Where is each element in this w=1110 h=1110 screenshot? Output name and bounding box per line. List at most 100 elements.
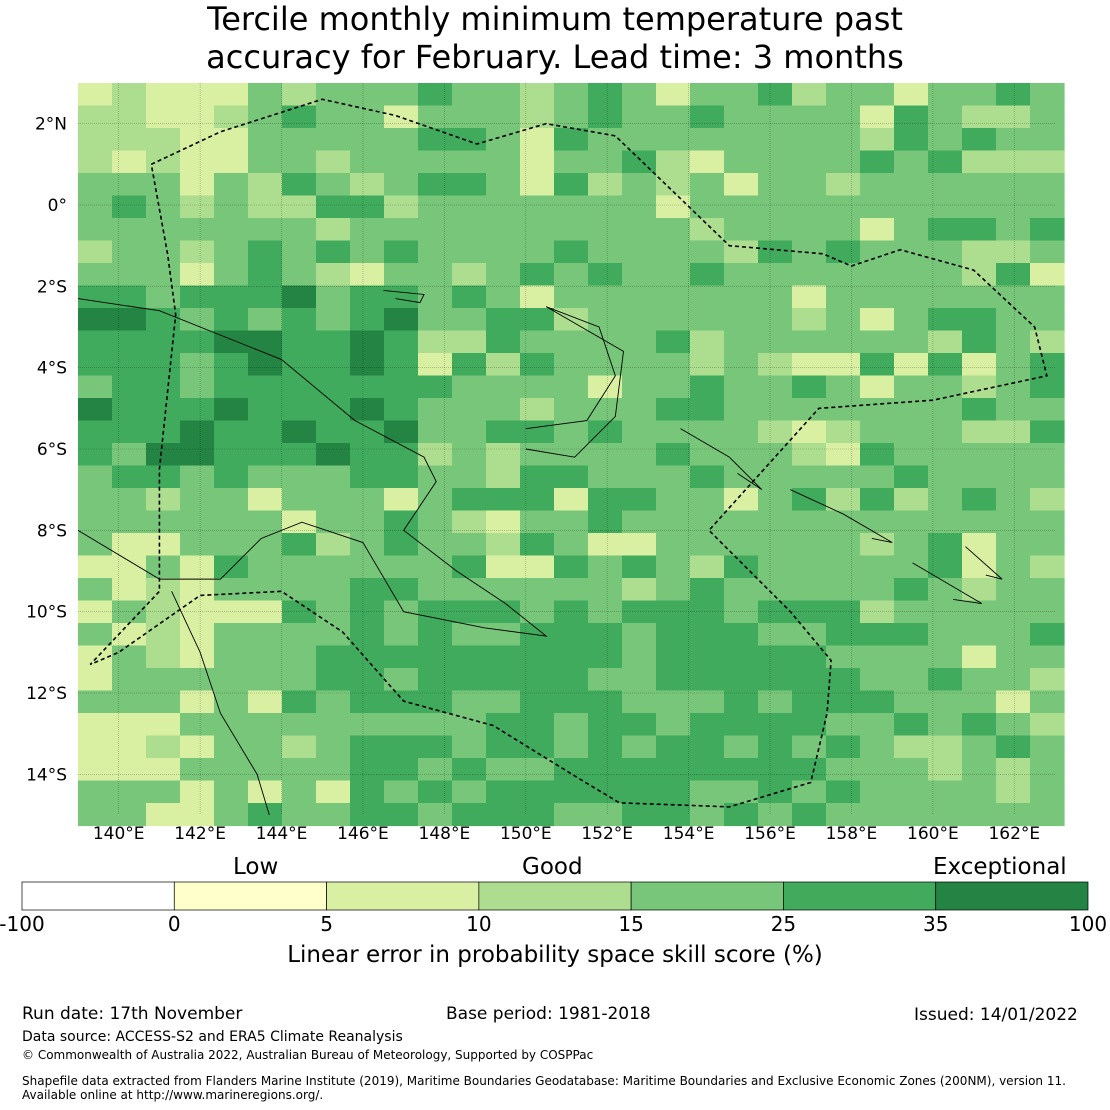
skill-cell (962, 555, 997, 579)
skill-cell (690, 83, 725, 107)
skill-cell (520, 465, 555, 489)
skill-cell (146, 713, 181, 737)
skill-cell (724, 375, 759, 399)
skill-cell (316, 645, 351, 669)
skill-cell (316, 195, 351, 219)
skill-cell (554, 240, 589, 264)
skill-cell (248, 758, 283, 782)
skill-cell (350, 173, 385, 197)
skill-cell (724, 353, 759, 377)
skill-cell (316, 758, 351, 782)
lon-tick-label: 154°E (663, 824, 715, 844)
skill-cell (214, 690, 249, 714)
skill-cell (282, 578, 317, 602)
skill-cell (112, 668, 147, 692)
skill-cell (316, 600, 351, 624)
skill-cell (690, 735, 725, 759)
skill-cell (146, 398, 181, 422)
skill-cell (1030, 690, 1065, 714)
skill-cell (248, 510, 283, 534)
skill-cell (758, 128, 793, 152)
skill-cell (826, 443, 861, 467)
skill-cell (418, 308, 453, 332)
skill-cell (112, 443, 147, 467)
skill-cell (622, 690, 657, 714)
skill-cell (316, 578, 351, 602)
skill-cell (792, 555, 827, 579)
skill-cell (282, 285, 317, 309)
skill-cell (996, 555, 1031, 579)
skill-cell (758, 330, 793, 354)
skill-cell (554, 465, 589, 489)
skill-cell (792, 150, 827, 174)
skill-cell (146, 488, 181, 512)
skill-cell (996, 600, 1031, 624)
skill-cell (588, 488, 623, 512)
skill-cell (894, 690, 929, 714)
skill-cell (316, 420, 351, 444)
skill-cell (894, 488, 929, 512)
colorbar (21, 881, 1089, 911)
lat-tick-label: 6°S (37, 440, 67, 460)
skill-cell (656, 645, 691, 669)
skill-cell (656, 173, 691, 197)
skill-cell (350, 375, 385, 399)
skill-cell (486, 488, 521, 512)
skill-cell (928, 330, 963, 354)
skill-cell (622, 600, 657, 624)
skill-cell (452, 330, 487, 354)
skill-cell (520, 510, 555, 534)
skill-cell (520, 758, 555, 782)
run-date: Run date: 17th November (22, 1004, 243, 1024)
data-source: Data source: ACCESS-S2 and ERA5 Climate … (22, 1029, 403, 1045)
skill-cell (384, 353, 419, 377)
skill-cell (690, 488, 725, 512)
skill-cell (180, 465, 215, 489)
skill-cell (758, 218, 793, 242)
skill-cell (78, 330, 113, 354)
skill-cell (418, 600, 453, 624)
skill-cell (146, 150, 181, 174)
skill-cell (996, 240, 1031, 264)
skill-cell (622, 758, 657, 782)
skill-cell (860, 803, 895, 827)
colorbar-tick: 0 (167, 912, 181, 936)
skill-cell (826, 533, 861, 557)
skill-cell (690, 420, 725, 444)
skill-cell (248, 668, 283, 692)
shapefile-credit-2: Available online at http://www.marinereg… (22, 1088, 324, 1102)
skill-cell (112, 713, 147, 737)
skill-cell (894, 443, 929, 467)
skill-cell (486, 578, 521, 602)
skill-cell (452, 465, 487, 489)
skill-cell (860, 195, 895, 219)
skill-cell (520, 150, 555, 174)
skill-cell (656, 398, 691, 422)
skill-cell (928, 173, 963, 197)
skill-cell (418, 173, 453, 197)
skill-cell (1030, 735, 1065, 759)
skill-cell (792, 443, 827, 467)
skill-cell (928, 713, 963, 737)
skill-cell (826, 83, 861, 107)
skill-cell (690, 645, 725, 669)
skill-cell (214, 780, 249, 804)
skill-cell (248, 578, 283, 602)
skill-cell (792, 780, 827, 804)
skill-cell (112, 735, 147, 759)
skill-cell (894, 803, 929, 827)
skill-cell (724, 218, 759, 242)
skill-cell (860, 375, 895, 399)
colorbar-segment (326, 881, 480, 911)
skill-cell (588, 533, 623, 557)
skill-cell (78, 353, 113, 377)
skill-cell (384, 465, 419, 489)
skill-cell (350, 578, 385, 602)
skill-cell (826, 713, 861, 737)
skill-cell (656, 195, 691, 219)
skill-cell (758, 735, 793, 759)
skill-cell (588, 780, 623, 804)
skill-cell (452, 803, 487, 827)
skill-cell (826, 645, 861, 669)
skill-cell (1030, 533, 1065, 557)
